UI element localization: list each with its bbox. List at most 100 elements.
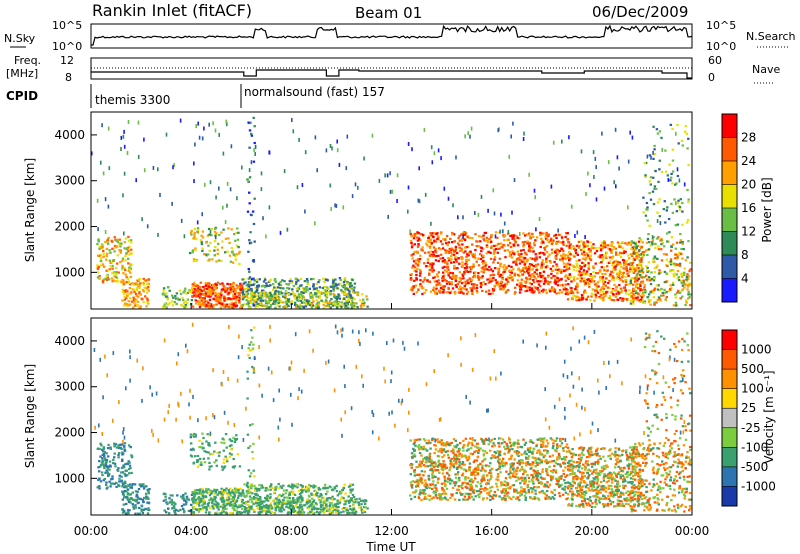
data-point bbox=[267, 302, 270, 305]
data-point bbox=[222, 503, 225, 506]
data-point bbox=[326, 499, 329, 502]
data-point bbox=[624, 242, 627, 245]
data-point bbox=[465, 267, 468, 270]
data-point bbox=[208, 506, 212, 509]
data-point bbox=[688, 296, 691, 299]
data-point bbox=[291, 288, 294, 291]
data-point bbox=[241, 304, 244, 307]
data-point bbox=[429, 265, 432, 268]
data-point bbox=[122, 279, 125, 282]
data-point bbox=[105, 469, 108, 472]
data-point bbox=[635, 273, 639, 277]
data-point bbox=[487, 208, 489, 213]
data-point bbox=[581, 257, 585, 260]
data-point bbox=[584, 235, 586, 239]
data-point bbox=[212, 289, 215, 292]
data-point bbox=[443, 259, 446, 262]
data-point bbox=[396, 199, 398, 203]
data-point bbox=[541, 232, 544, 235]
data-point bbox=[254, 152, 256, 156]
data-point bbox=[519, 288, 522, 291]
data-point bbox=[129, 466, 132, 470]
data-point bbox=[668, 231, 671, 234]
data-point bbox=[120, 135, 123, 140]
data-point bbox=[201, 442, 204, 445]
data-point bbox=[220, 231, 223, 234]
data-point bbox=[122, 493, 125, 496]
data-point bbox=[298, 137, 300, 142]
data-point bbox=[527, 249, 531, 252]
data-point bbox=[221, 468, 224, 471]
data-point bbox=[660, 170, 664, 174]
data-point bbox=[307, 494, 311, 497]
data-point bbox=[472, 254, 476, 258]
data-point bbox=[107, 465, 110, 468]
data-point bbox=[97, 466, 100, 469]
data-point bbox=[127, 270, 130, 273]
noise-panel: N.Sky 10^5 10^0 10^5 10^0 N.Search bbox=[4, 19, 796, 53]
data-point bbox=[507, 264, 511, 267]
data-point bbox=[274, 502, 278, 505]
data-point bbox=[98, 460, 101, 463]
data-point bbox=[119, 251, 122, 254]
data-point bbox=[621, 297, 625, 300]
data-point bbox=[318, 488, 322, 491]
data-point bbox=[430, 250, 433, 253]
data-point bbox=[460, 282, 464, 285]
data-point bbox=[302, 489, 305, 492]
data-point bbox=[606, 269, 609, 272]
noise-left-tick-bottom: 10^0 bbox=[52, 40, 82, 53]
data-point bbox=[653, 288, 656, 291]
data-point bbox=[236, 238, 240, 241]
data-point bbox=[464, 270, 468, 273]
data-point bbox=[123, 472, 126, 475]
data-point bbox=[241, 298, 245, 301]
data-point bbox=[476, 274, 480, 278]
data-point bbox=[98, 275, 101, 278]
data-point bbox=[428, 254, 432, 257]
data-point bbox=[639, 274, 642, 277]
data-point bbox=[127, 293, 130, 296]
data-point bbox=[550, 237, 553, 240]
data-point bbox=[506, 244, 510, 247]
data-point bbox=[105, 278, 109, 281]
data-point bbox=[411, 287, 415, 290]
data-point bbox=[186, 298, 190, 301]
data-point bbox=[207, 285, 210, 288]
power-ylabel: Slant Range [km] bbox=[23, 158, 37, 262]
data-point bbox=[325, 148, 328, 153]
data-point bbox=[497, 242, 500, 245]
data-point bbox=[643, 286, 646, 289]
data-point bbox=[413, 250, 416, 253]
data-point bbox=[437, 279, 440, 282]
data-point bbox=[241, 490, 244, 493]
data-point bbox=[470, 279, 474, 282]
data-point bbox=[627, 254, 630, 257]
data-point bbox=[277, 482, 280, 486]
data-point bbox=[681, 272, 684, 275]
data-point bbox=[164, 498, 167, 501]
data-point bbox=[456, 242, 460, 245]
data-point bbox=[132, 283, 135, 287]
data-point bbox=[197, 121, 199, 126]
data-point bbox=[463, 238, 467, 242]
data-point bbox=[371, 133, 374, 138]
data-point bbox=[614, 127, 617, 132]
data-point bbox=[309, 485, 313, 488]
data-point bbox=[621, 280, 625, 283]
data-point bbox=[639, 238, 643, 241]
data-point bbox=[332, 488, 335, 491]
data-point bbox=[298, 295, 301, 298]
data-point bbox=[672, 262, 676, 265]
data-point bbox=[299, 295, 302, 298]
data-point bbox=[683, 182, 686, 187]
data-point bbox=[101, 123, 103, 128]
data-point bbox=[224, 290, 227, 293]
data-point bbox=[628, 270, 631, 273]
data-point bbox=[203, 287, 206, 290]
data-point bbox=[610, 270, 614, 273]
data-point bbox=[549, 280, 552, 284]
data-point bbox=[336, 301, 339, 304]
data-point bbox=[437, 254, 440, 257]
data-point bbox=[223, 287, 226, 290]
